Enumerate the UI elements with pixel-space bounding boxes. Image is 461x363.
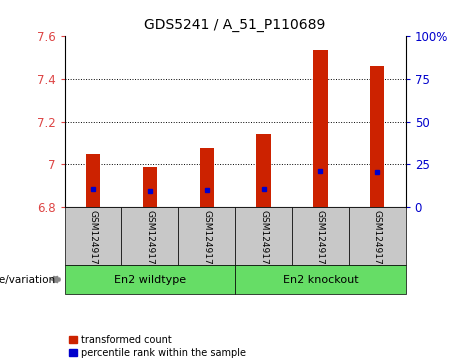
Bar	[349, 207, 406, 265]
Bar	[86, 154, 100, 207]
Bar	[121, 207, 178, 265]
Bar	[235, 265, 406, 294]
Bar	[292, 207, 349, 265]
Bar	[143, 167, 157, 207]
Title: GDS5241 / A_51_P110689: GDS5241 / A_51_P110689	[144, 19, 326, 33]
Text: GSM1249175: GSM1249175	[316, 210, 325, 270]
Text: En2 wildtype: En2 wildtype	[114, 274, 186, 285]
Bar	[200, 148, 214, 207]
Text: GSM1249171: GSM1249171	[89, 210, 97, 270]
Text: genotype/variation: genotype/variation	[0, 274, 55, 285]
Text: En2 knockout: En2 knockout	[283, 274, 358, 285]
Bar	[313, 50, 327, 207]
Bar	[370, 66, 384, 207]
Bar	[235, 207, 292, 265]
Bar	[256, 134, 271, 207]
Legend: transformed count, percentile rank within the sample: transformed count, percentile rank withi…	[70, 335, 246, 358]
Text: GSM1249173: GSM1249173	[202, 210, 211, 270]
Bar	[178, 207, 235, 265]
Bar	[65, 265, 235, 294]
Text: GSM1249176: GSM1249176	[373, 210, 382, 270]
Bar	[65, 207, 121, 265]
Text: GSM1249172: GSM1249172	[145, 210, 154, 270]
Text: GSM1249174: GSM1249174	[259, 210, 268, 270]
